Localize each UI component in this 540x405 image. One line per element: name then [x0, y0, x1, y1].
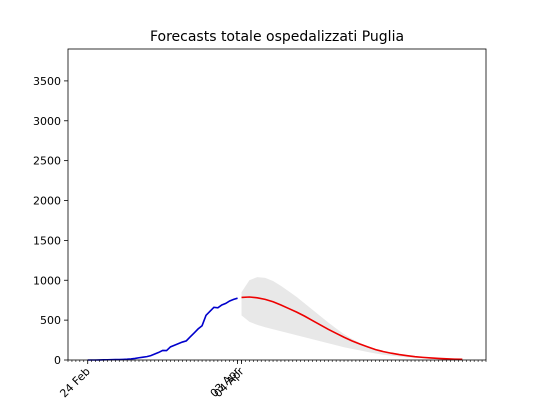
y-tick-label: 3500	[33, 75, 61, 88]
confidence-band	[241, 277, 463, 360]
y-tick-label: 3000	[33, 115, 61, 128]
line	[87, 297, 238, 361]
x-tick-label: 24 Feb	[57, 365, 92, 400]
y-tick-label: 2500	[33, 155, 61, 168]
y-tick-label: 0	[54, 354, 61, 367]
y-tick-label: 500	[40, 314, 61, 327]
chart-title: Forecasts totale ospedalizzati Puglia	[150, 29, 404, 45]
y-tick-label: 2000	[33, 195, 61, 208]
y-tick-label: 1000	[33, 274, 61, 287]
y-tick-label: 1500	[33, 234, 61, 247]
line	[241, 296, 463, 361]
